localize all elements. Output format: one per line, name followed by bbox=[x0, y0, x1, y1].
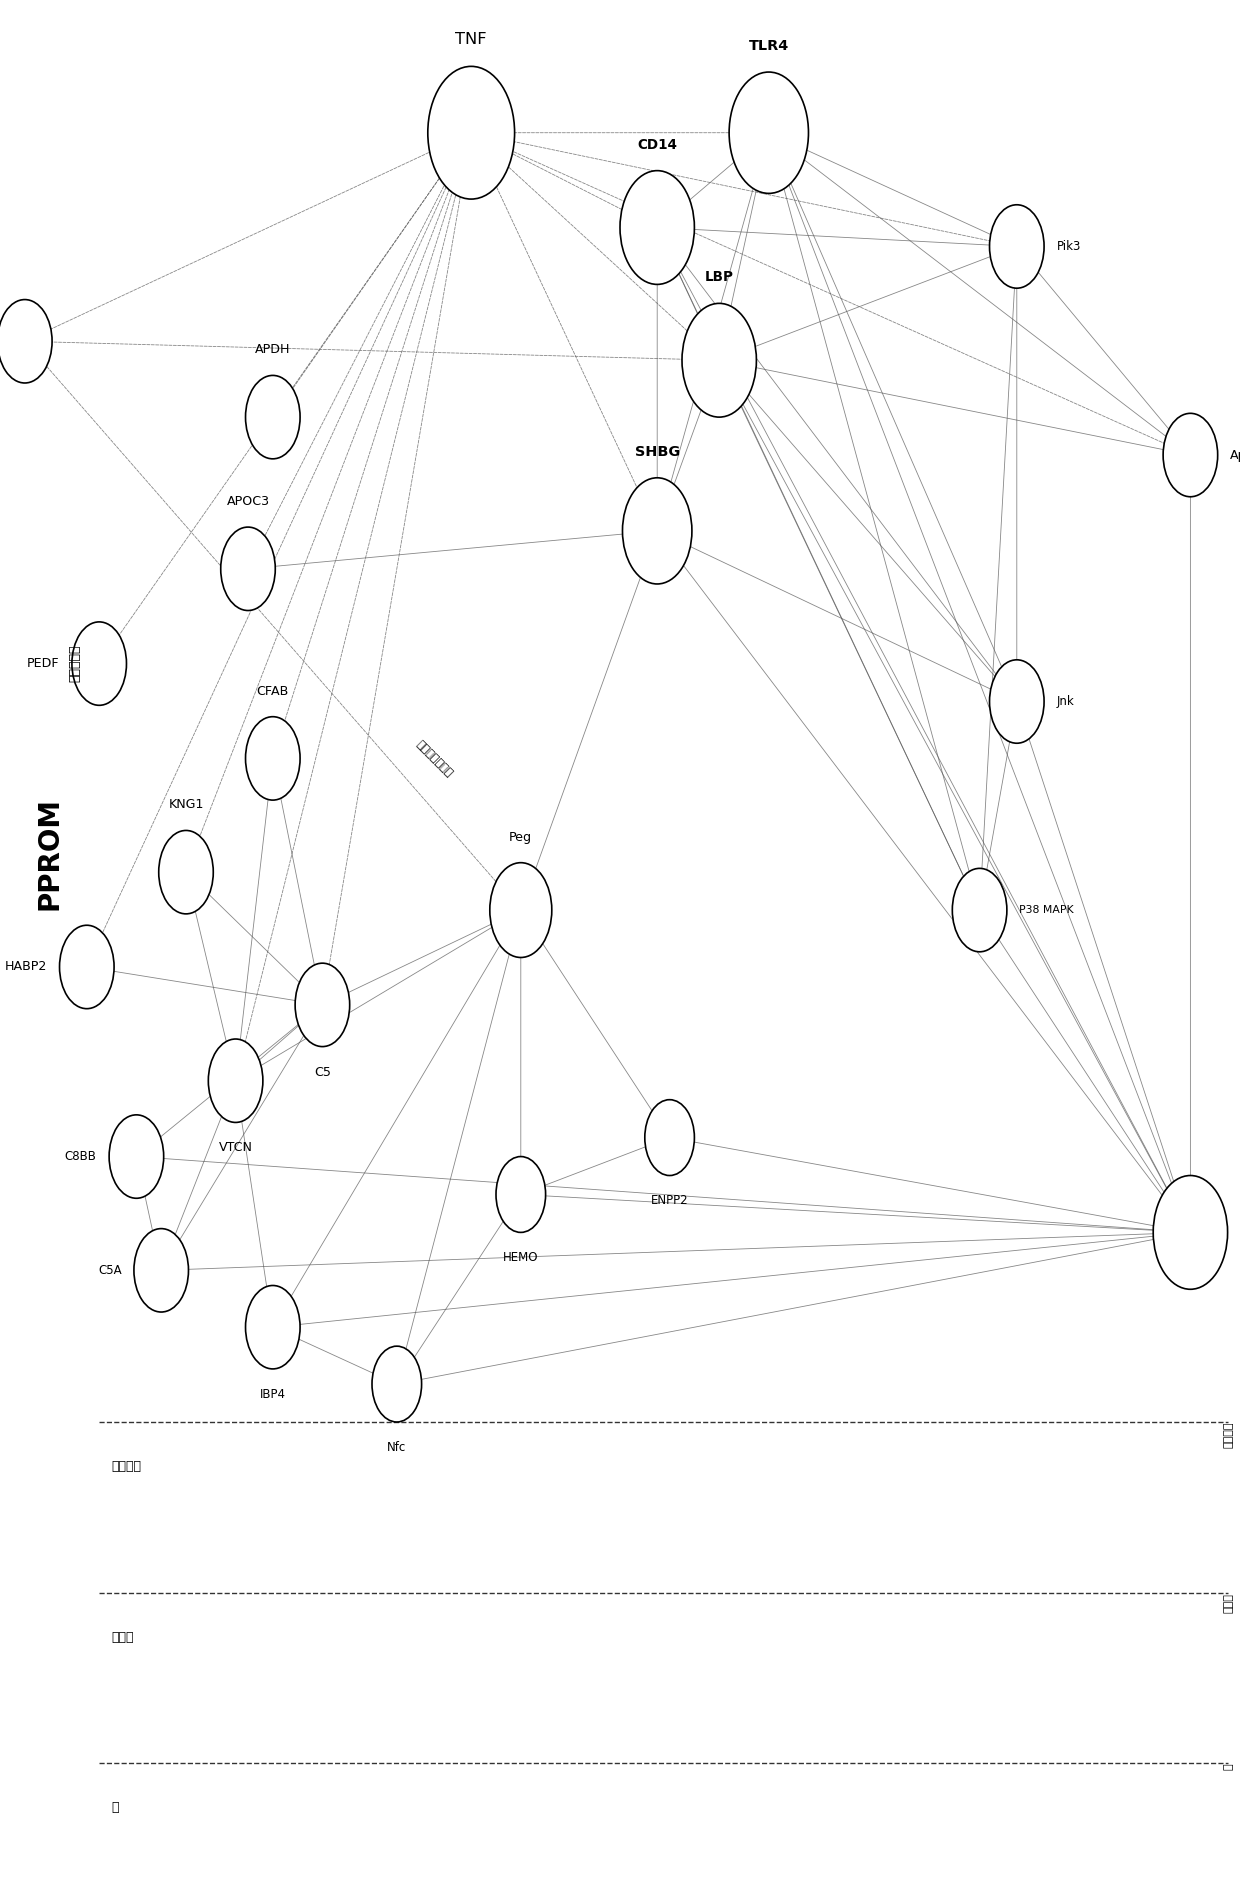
Circle shape bbox=[1163, 413, 1218, 497]
Circle shape bbox=[221, 527, 275, 611]
Text: 细胞质: 细胞质 bbox=[112, 1631, 134, 1644]
Text: Peg: Peg bbox=[510, 830, 532, 844]
Circle shape bbox=[622, 478, 692, 584]
Text: 核: 核 bbox=[1224, 1763, 1234, 1769]
Circle shape bbox=[72, 622, 126, 705]
Text: P38 MAPK: P38 MAPK bbox=[1019, 904, 1074, 916]
Text: Pik3: Pik3 bbox=[1056, 241, 1081, 252]
Text: KNG1: KNG1 bbox=[169, 798, 203, 811]
Text: Nfc: Nfc bbox=[387, 1441, 407, 1454]
Circle shape bbox=[1153, 1176, 1228, 1289]
Text: HEMO: HEMO bbox=[503, 1251, 538, 1265]
Text: APDH: APDH bbox=[255, 343, 290, 356]
Circle shape bbox=[990, 660, 1044, 743]
Text: CFAB: CFAB bbox=[257, 684, 289, 698]
Text: 核: 核 bbox=[112, 1801, 119, 1814]
Text: PEDF: PEDF bbox=[27, 658, 60, 669]
Circle shape bbox=[246, 375, 300, 459]
Text: 细胞质: 细胞质 bbox=[1224, 1593, 1234, 1612]
Text: CD14: CD14 bbox=[637, 138, 677, 152]
Text: TNF: TNF bbox=[455, 32, 487, 47]
Circle shape bbox=[990, 205, 1044, 288]
Circle shape bbox=[0, 300, 52, 383]
Text: LBP: LBP bbox=[704, 271, 734, 284]
Text: Ap: Ap bbox=[1230, 449, 1240, 461]
Text: 细胞质膜: 细胞质膜 bbox=[112, 1460, 141, 1473]
Circle shape bbox=[372, 1346, 422, 1422]
Text: TLR4: TLR4 bbox=[749, 40, 789, 53]
Text: ENPP2: ENPP2 bbox=[651, 1194, 688, 1208]
Circle shape bbox=[729, 72, 808, 193]
Text: APOC3: APOC3 bbox=[227, 495, 269, 508]
Text: 细胞质膜: 细胞质膜 bbox=[1224, 1422, 1234, 1449]
Text: 细胞外间隙: 细胞外间隙 bbox=[68, 645, 81, 683]
Text: HABP2: HABP2 bbox=[5, 961, 47, 973]
Circle shape bbox=[134, 1229, 188, 1312]
Circle shape bbox=[682, 303, 756, 417]
Text: PPROM: PPROM bbox=[36, 796, 63, 910]
Circle shape bbox=[208, 1039, 263, 1122]
Text: C5: C5 bbox=[314, 1066, 331, 1079]
Circle shape bbox=[246, 1285, 300, 1369]
Text: Jnk: Jnk bbox=[1056, 696, 1074, 707]
Circle shape bbox=[620, 171, 694, 284]
Circle shape bbox=[952, 868, 1007, 952]
Text: C5A: C5A bbox=[98, 1265, 122, 1276]
Circle shape bbox=[159, 830, 213, 914]
Text: C8BB: C8BB bbox=[64, 1151, 97, 1162]
Circle shape bbox=[295, 963, 350, 1047]
Circle shape bbox=[496, 1157, 546, 1232]
Circle shape bbox=[109, 1115, 164, 1198]
Text: IBP4: IBP4 bbox=[260, 1388, 285, 1401]
Circle shape bbox=[246, 717, 300, 800]
Circle shape bbox=[490, 863, 552, 957]
Circle shape bbox=[645, 1100, 694, 1176]
Circle shape bbox=[60, 925, 114, 1009]
Circle shape bbox=[428, 66, 515, 199]
Text: VTCN: VTCN bbox=[218, 1141, 253, 1155]
Text: 促炎性细胞因子: 促炎性细胞因子 bbox=[414, 738, 454, 779]
Text: SHBG: SHBG bbox=[635, 446, 680, 459]
